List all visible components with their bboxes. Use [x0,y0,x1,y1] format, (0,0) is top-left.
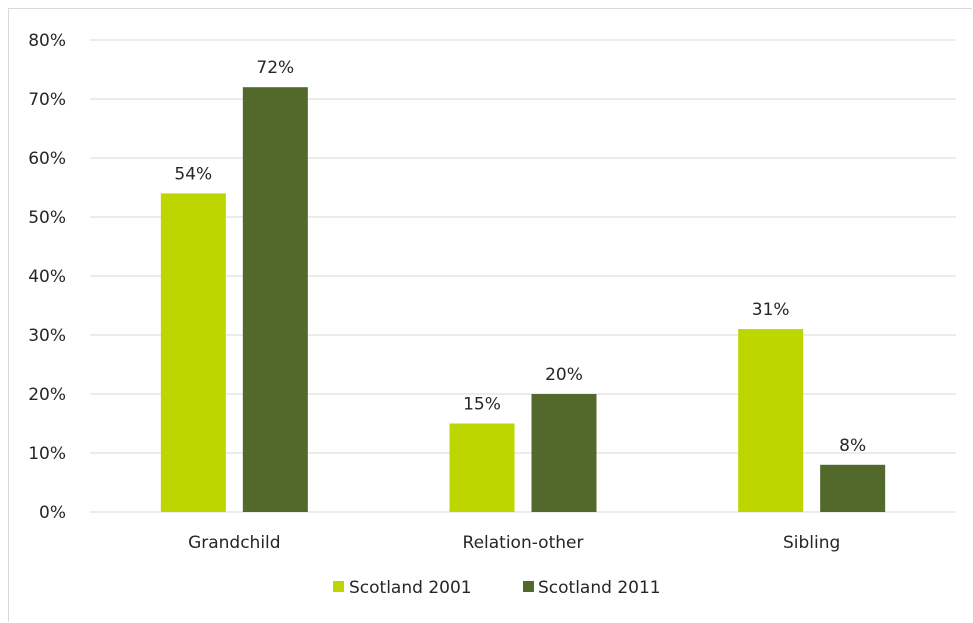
y-tick-label: 80% [28,31,66,51]
bar-grandchild-2001 [160,193,226,512]
bars [160,87,886,512]
gridlines [90,39,956,513]
legend-label: Scotland 2001 [349,578,472,598]
y-tick-label: 20% [28,385,66,405]
data-labels: 54% 72% 15% 20% 31% 8% [174,58,866,456]
data-label: 20% [545,365,583,385]
y-tick-label: 10% [28,444,66,464]
legend: Scotland 2001 Scotland 2011 [333,578,661,598]
data-label: 54% [174,164,212,184]
data-label: 72% [256,58,294,78]
legend-label: Scotland 2011 [538,578,661,598]
legend-swatch [333,581,344,592]
x-axis-category-labels: Grandchild Relation-other Sibling [188,533,840,553]
x-category-label: Sibling [783,533,840,553]
bar-sibling-2011 [820,464,886,512]
y-tick-label: 30% [28,326,66,346]
data-label: 8% [839,436,866,456]
y-tick-label: 50% [28,208,66,228]
legend-swatch [523,581,534,592]
data-label: 15% [463,395,501,415]
bar-sibling-2001 [738,329,804,512]
y-axis-tick-labels: 0% 10% 20% 30% 40% 50% 60% 70% 80% [28,31,66,523]
x-category-label: Relation-other [463,533,584,553]
bar-relation-other-2001 [449,423,515,512]
data-label: 31% [752,300,790,320]
y-tick-label: 60% [28,149,66,169]
y-tick-label: 40% [28,267,66,287]
bar-relation-other-2011 [531,394,597,512]
y-tick-label: 0% [39,503,66,523]
x-category-label: Grandchild [188,533,281,553]
bar-grandchild-2011 [242,87,308,512]
y-tick-label: 70% [28,90,66,110]
